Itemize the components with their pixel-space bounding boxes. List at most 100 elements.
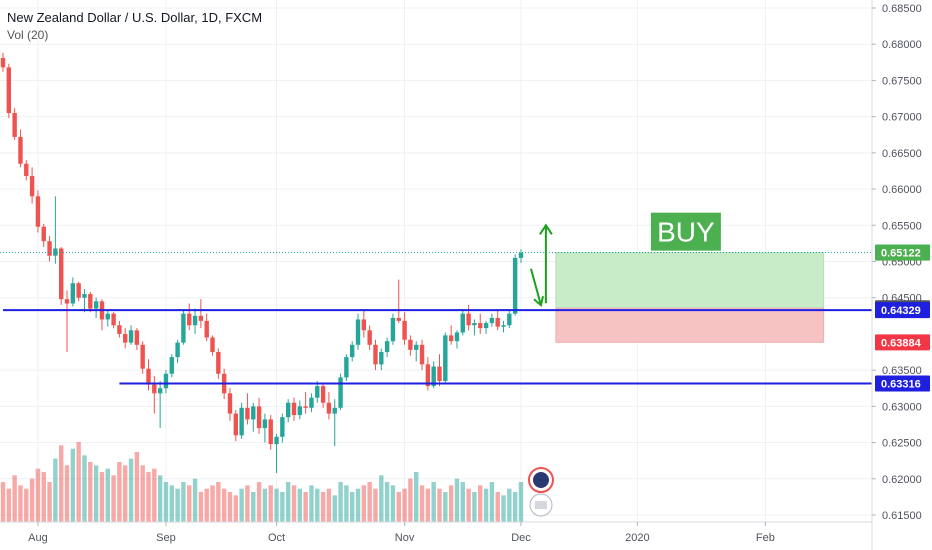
candle-body [192,315,198,326]
candle-body [303,406,308,408]
candle-body [29,176,35,197]
price-tick-label: 0.63000 [882,401,922,413]
candle-body [82,294,87,298]
price-tag-label: 0.64329 [881,305,921,317]
volume-bar [326,488,332,522]
volume-bar [414,472,419,522]
volume-bar [448,485,454,522]
candle-body [460,313,465,333]
candle-body [489,317,495,324]
candle-body [367,330,372,345]
candle-body [291,402,297,416]
volume-bar [192,478,198,522]
price-axis[interactable]: 0.68500 0.68000 0.67500 0.67000 0.66500 0.660… [871,0,932,550]
volume-bar [501,495,506,522]
candle-body [338,377,343,408]
candle-body [320,386,326,403]
candle-body [204,320,209,338]
candle-body [251,406,256,420]
price-tick-label: 0.67500 [882,75,922,87]
candle-body [443,335,448,382]
candle-body [396,317,401,321]
buy-label: BUY [657,217,715,248]
volume-indicator-label[interactable]: Vol (20) [7,28,49,42]
volume-bar [227,492,233,522]
candle-body [402,320,407,340]
candle-body [216,352,221,374]
volume-bar [309,485,314,522]
candlesticks [0,52,524,473]
symbol-title[interactable]: New Zealand Dollar / U.S. Dollar, 1D, FX… [7,10,263,25]
volume-bar [332,495,337,522]
price-tag [875,244,930,261]
candle-body [134,330,140,345]
time-tick-label: Sep [156,532,176,544]
candle-body [24,163,29,177]
volume-bar [111,475,116,522]
candle-body [18,136,23,164]
volume-bar [82,455,87,522]
volume-bar [472,492,477,522]
candle-body [315,386,320,398]
time-tick-label: Aug [28,532,48,544]
volume-bar [425,488,431,522]
volume-bar [285,482,291,522]
time-tick-label: Feb [756,532,775,544]
price-tick-label: 0.65500 [882,220,922,232]
time-axis[interactable]: Aug Sep Oct Nov Dec 2020 Feb [0,521,872,544]
volume-bar [344,485,349,522]
price-tag-label: 0.65122 [881,248,921,260]
volume-bar [489,482,495,522]
volume-bar [297,488,303,522]
up-arrow-head [539,223,553,235]
price-tag-label: 0.63884 [881,337,922,349]
position-zones: BUY [555,212,825,343]
stop-zone [555,307,825,343]
volume-bar [128,458,134,522]
volume-bar [64,465,70,522]
volume-bar [361,485,367,522]
news-badge[interactable] [527,467,554,517]
volume-bar [175,488,180,522]
candle-body [53,248,58,256]
volume-bar [443,492,448,522]
price-tick-label: 0.62000 [882,474,922,486]
volume-bar [41,472,46,522]
candle-body [431,366,436,387]
candle-body [495,317,500,327]
volume-bar [216,482,221,522]
price-tick-label: 0.67000 [882,112,922,124]
volume-bar [93,465,99,522]
level-lines[interactable] [0,252,872,385]
candle-body [373,344,378,365]
volume-bar [355,488,361,522]
volume-bar [157,475,163,522]
candle-body [175,342,180,358]
volume-bar [262,488,268,522]
candle-body [146,368,151,385]
volume-bar [210,485,215,522]
price-axis-background [872,0,932,550]
candle-body [472,323,477,326]
volume-bar [478,485,483,522]
volume-bar [6,488,12,522]
volume-bar [460,482,465,522]
candle-body [268,419,273,445]
time-tick-label: Dec [511,532,531,544]
candle-body [157,388,163,394]
volume-bar [431,482,436,522]
candle-body [111,313,116,326]
candle-body [35,196,41,227]
price-tag [875,302,930,319]
volume-bar [419,485,425,522]
candle-body [355,319,361,345]
candle-body [239,407,244,436]
time-tick-label: Oct [268,532,285,544]
target-zone [555,252,825,309]
calendar-event-glyph [534,501,547,509]
volume-bar [396,492,401,522]
candle-body [123,333,128,343]
volume-bar [367,482,372,522]
volume-bar [187,485,192,522]
